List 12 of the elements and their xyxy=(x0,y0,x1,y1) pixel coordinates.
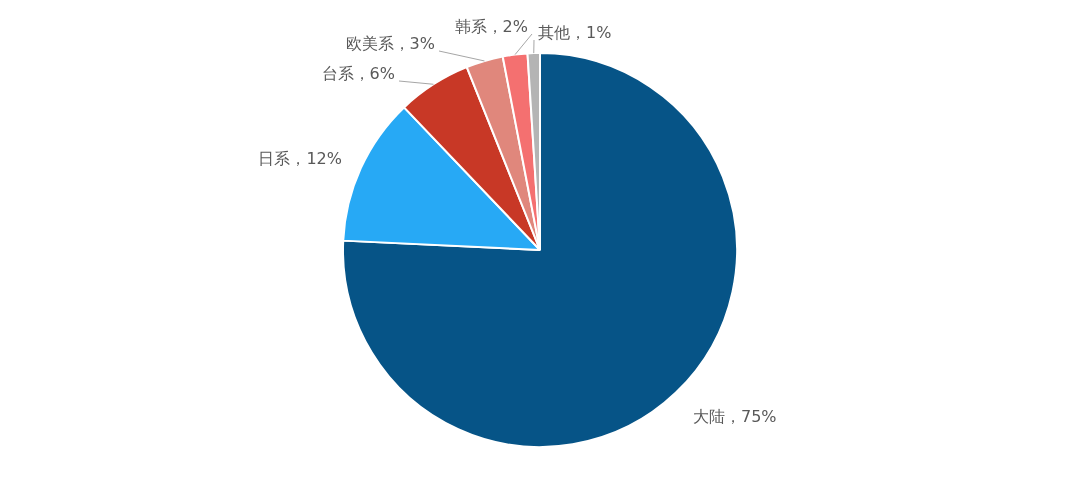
data-label: ，75% xyxy=(725,407,777,427)
data-label: ，3% xyxy=(393,34,436,54)
data-label: ，2% xyxy=(486,17,529,37)
slice-label: 日系 xyxy=(258,149,291,169)
slice-label: 韩系 xyxy=(454,17,487,37)
slice-label: 欧美系 xyxy=(345,34,394,54)
data-label: ，1% xyxy=(570,23,612,43)
data-label: ，12% xyxy=(290,149,342,169)
data-label: ，6% xyxy=(353,64,396,84)
slice-label: 其他 xyxy=(538,23,570,43)
slice-label: 台系 xyxy=(321,64,354,84)
slice-label: 大陆 xyxy=(693,407,725,427)
